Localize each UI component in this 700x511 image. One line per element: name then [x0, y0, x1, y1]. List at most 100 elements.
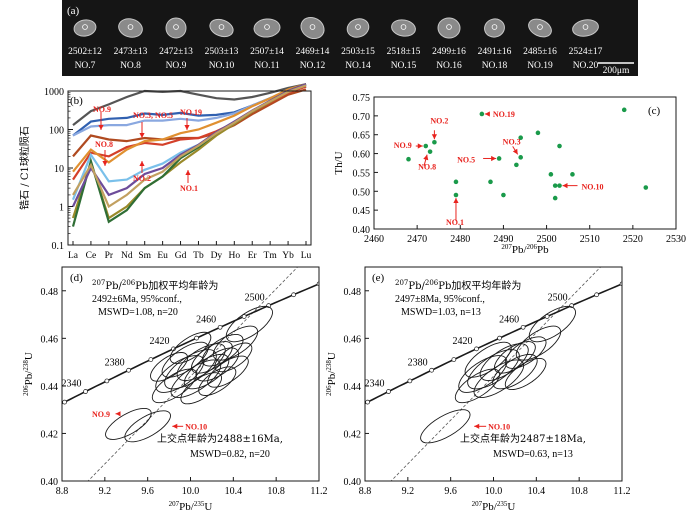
- y-tick-label: 0.48: [41, 287, 59, 298]
- concordia-curve: [365, 282, 622, 405]
- grain-number: NO.20: [573, 61, 599, 71]
- pb: Pb加权平均年龄为: [438, 279, 521, 292]
- sup: 206: [527, 243, 538, 251]
- analysis-spot: [400, 24, 407, 30]
- y-axis-title: 锆石 / C1球粒陨石: [18, 126, 31, 210]
- concordia-annotation: NO.10: [185, 422, 207, 431]
- data-point: [643, 185, 649, 190]
- x-tick-label: Gd: [175, 251, 187, 261]
- data-point: [488, 179, 493, 185]
- panel-label: (e): [372, 272, 385, 284]
- thu-annotation-arrow-head: [417, 143, 423, 149]
- sup: 207: [395, 279, 408, 287]
- thu-annotation-arrow-head: [562, 183, 568, 189]
- x-tick-label: 2470: [407, 234, 427, 245]
- x-tick-label: Pr: [105, 251, 114, 261]
- age-marker: [407, 378, 413, 384]
- grain-number: NO.9: [166, 61, 187, 71]
- panel-b-label: (b): [70, 95, 83, 107]
- x-tick-label: Nd: [121, 251, 133, 261]
- thu-annotation: NO.3: [503, 137, 521, 146]
- concordia-annotation-arrow-head: [172, 423, 178, 429]
- x-tick-label: 9.6: [141, 486, 154, 497]
- concordia-age-label: 2500: [245, 293, 265, 304]
- y-tick-label: 0.55: [353, 168, 371, 179]
- grain-number: NO.19: [527, 61, 553, 71]
- grain-age: 2524±17: [569, 47, 603, 57]
- analysis-spot: [309, 24, 316, 30]
- error-ellipse: [479, 343, 529, 381]
- analysis-spot: [537, 24, 543, 30]
- y-tick-label: 0.40: [344, 477, 362, 488]
- y-tick-label: 1000: [44, 87, 64, 98]
- x-tick-label: Ho: [228, 251, 240, 261]
- error-ellipse: [151, 368, 197, 404]
- x-tick-label: 10.0: [485, 486, 503, 497]
- error-ellipse: [105, 407, 152, 440]
- data-point: [570, 172, 575, 177]
- ree-annotation-arrow-head: [185, 170, 191, 175]
- data-point: [453, 192, 459, 198]
- data-point: [432, 139, 437, 145]
- discordia-line: [87, 267, 298, 481]
- upper-intercept-mswd: MSWD=0.82, n=20: [190, 449, 270, 460]
- zircon-grain-image: [437, 17, 461, 39]
- weighted-mean-age: 2497±8Ma, 95%conf.,: [395, 294, 485, 305]
- concordia-age-label: 2460: [196, 314, 216, 325]
- y-tick-label: 0.46: [344, 334, 362, 345]
- error-ellipse: [492, 353, 538, 390]
- data-point: [552, 183, 558, 188]
- data-point: [621, 107, 627, 113]
- zircon-grain-image: [391, 19, 416, 37]
- zircon-grain-image: [300, 16, 325, 40]
- age-marker: [365, 399, 370, 405]
- x-tick-label: Ce: [86, 251, 97, 261]
- x-tick-label: 10.4: [528, 486, 546, 497]
- grain-number: NO.8: [120, 61, 141, 71]
- x-axis-title: 207Pb/235U: [472, 500, 516, 511]
- error-ellipse: [504, 357, 547, 391]
- concordia-age-label: 2500: [548, 293, 568, 304]
- analysis-spot: [173, 24, 179, 30]
- x-tick-label: 11.2: [310, 486, 327, 497]
- grain-number: NO.18: [482, 61, 508, 71]
- x-axis-title: 207Pb/235U: [169, 500, 213, 511]
- u: U: [326, 352, 338, 360]
- grain-age: 2473±13: [114, 47, 148, 57]
- sup: 207: [501, 243, 512, 251]
- concordia-age-label: 2380: [408, 357, 428, 368]
- x-axis-title: 207Pb/206Pb: [501, 243, 549, 256]
- grain-age: 2502±12: [68, 47, 102, 57]
- error-ellipse: [195, 347, 240, 382]
- x-tick-label: Sm: [138, 251, 151, 261]
- ree-annotation: NO.8: [95, 140, 113, 149]
- data-point: [423, 143, 429, 149]
- y-tick-label: 0.44: [344, 382, 362, 393]
- y-tick-label: 10: [54, 164, 64, 175]
- pb: Pb/: [23, 370, 35, 386]
- panel-c-thu-scatter: (c) 2460 2470 2480 2490 2500 2510 2520 2530 0.40 0…: [333, 93, 686, 256]
- data-point: [453, 179, 459, 185]
- thu-annotation: NO.10: [582, 183, 604, 192]
- analysis-spot: [218, 24, 225, 30]
- concordia-age-label: 2380: [105, 357, 125, 368]
- age-marker: [217, 324, 223, 330]
- x-tick-label: Tm: [264, 251, 278, 261]
- analysis-spot: [355, 24, 361, 30]
- thu-annotation-arrow-head: [512, 148, 518, 155]
- concordia-age-label: 2340: [62, 379, 82, 390]
- error-ellipse: [214, 342, 253, 373]
- x-tick-label: Er: [248, 251, 258, 261]
- data-point: [552, 195, 558, 201]
- cl-image-background: [62, 0, 638, 76]
- sup: 206: [122, 279, 136, 287]
- data-point: [548, 172, 554, 177]
- data-point: [518, 135, 523, 141]
- x-tick-label: 9.2: [99, 486, 112, 497]
- pb: Pb/: [512, 244, 528, 256]
- x-tick-label: 2460: [364, 234, 384, 245]
- error-ellipse: [150, 352, 189, 382]
- x-tick-label: Tb: [193, 251, 204, 261]
- x-tick-label: 10.4: [225, 486, 243, 497]
- grain-age: 2499±16: [432, 47, 466, 57]
